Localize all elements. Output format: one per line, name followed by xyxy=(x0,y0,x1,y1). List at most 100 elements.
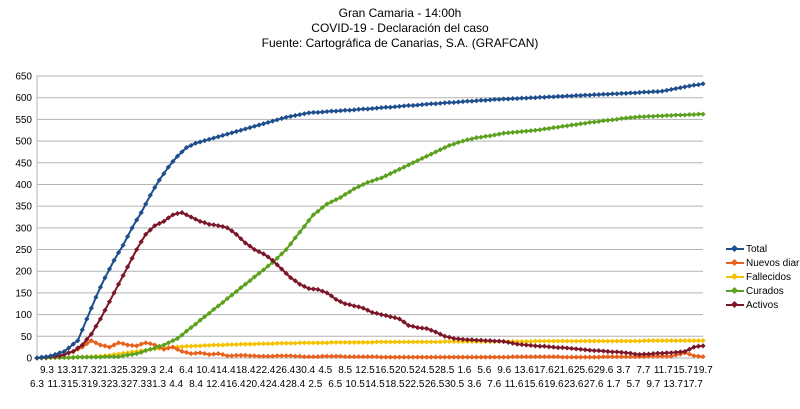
data-point xyxy=(655,338,661,344)
data-point xyxy=(646,338,652,344)
data-point xyxy=(587,347,593,353)
data-point xyxy=(424,354,430,360)
data-point xyxy=(315,208,321,214)
data-point xyxy=(659,338,665,344)
data-point xyxy=(229,228,235,234)
data-point xyxy=(578,92,584,99)
data-point xyxy=(433,149,439,155)
data-point xyxy=(587,354,593,360)
data-point xyxy=(632,114,638,120)
data-point xyxy=(591,119,597,125)
y-tick-label: 150 xyxy=(15,288,32,299)
data-point xyxy=(251,123,258,129)
data-point xyxy=(247,278,253,284)
data-point xyxy=(115,351,122,357)
data-point xyxy=(609,354,615,360)
data-point xyxy=(260,341,267,347)
data-point xyxy=(405,339,412,345)
data-point xyxy=(156,177,162,183)
data-point xyxy=(564,345,570,351)
data-point xyxy=(636,89,643,96)
x-tick-label: 5.6 xyxy=(477,365,491,376)
data-point xyxy=(419,102,425,108)
data-point xyxy=(369,339,375,345)
data-point xyxy=(537,338,543,344)
data-point xyxy=(211,222,217,228)
data-point xyxy=(695,338,702,344)
data-point xyxy=(242,240,249,246)
data-point xyxy=(383,354,389,360)
data-point xyxy=(333,353,339,359)
data-point xyxy=(401,103,407,109)
data-point xyxy=(292,353,298,359)
x-tick-label: 12.5 xyxy=(355,365,375,376)
data-point xyxy=(591,354,597,360)
data-point xyxy=(179,332,185,338)
data-point xyxy=(659,88,665,94)
data-point xyxy=(673,112,679,118)
data-point xyxy=(70,341,76,347)
data-point xyxy=(387,314,393,320)
data-point xyxy=(410,354,416,360)
x-tick-label: 20.4 xyxy=(246,379,266,390)
series-nuevos-diario xyxy=(34,338,706,361)
data-point xyxy=(324,353,330,359)
data-point xyxy=(596,348,602,354)
data-point xyxy=(138,210,144,216)
data-point xyxy=(673,349,679,355)
data-point xyxy=(383,312,389,319)
data-point xyxy=(206,351,212,358)
data-point xyxy=(310,340,316,346)
data-point xyxy=(328,293,335,299)
data-point xyxy=(664,87,670,93)
data-point xyxy=(206,136,212,142)
data-point xyxy=(47,353,54,359)
data-point xyxy=(437,147,443,153)
x-tick-label: 15.7 xyxy=(673,365,693,376)
data-point xyxy=(129,351,135,358)
data-point xyxy=(496,96,502,103)
data-point xyxy=(188,351,194,357)
data-point xyxy=(356,184,362,190)
data-point xyxy=(315,286,321,293)
data-point xyxy=(211,351,217,357)
data-point xyxy=(374,339,380,345)
data-point xyxy=(383,173,389,179)
data-point xyxy=(292,112,298,119)
data-point xyxy=(473,98,480,104)
legend-label: Nuevos diario xyxy=(746,257,800,269)
x-tick-label: 8.4 xyxy=(189,379,203,390)
data-point xyxy=(591,92,597,98)
data-point xyxy=(469,354,475,360)
data-point xyxy=(97,284,104,290)
data-point xyxy=(224,341,230,348)
data-point xyxy=(414,339,421,345)
data-point xyxy=(677,112,683,118)
data-point xyxy=(482,133,489,139)
data-point xyxy=(351,107,357,113)
data-point xyxy=(111,342,117,348)
data-point xyxy=(174,153,181,159)
data-point xyxy=(550,94,557,100)
data-point xyxy=(519,128,525,135)
data-point xyxy=(265,254,271,260)
data-point xyxy=(686,351,693,357)
data-point xyxy=(301,111,307,117)
data-point xyxy=(197,218,203,224)
data-point xyxy=(279,266,285,272)
data-point xyxy=(242,352,249,358)
data-point xyxy=(555,354,561,360)
data-point xyxy=(437,354,443,360)
data-point xyxy=(229,292,235,298)
data-point xyxy=(369,309,375,316)
data-point xyxy=(283,340,289,346)
data-point xyxy=(464,98,471,104)
x-tick-label: 26.5 xyxy=(425,379,445,390)
data-point xyxy=(347,302,353,308)
data-point xyxy=(405,322,412,329)
data-point xyxy=(455,338,461,345)
data-point xyxy=(75,345,81,351)
data-point xyxy=(451,354,457,360)
data-point xyxy=(623,354,629,360)
